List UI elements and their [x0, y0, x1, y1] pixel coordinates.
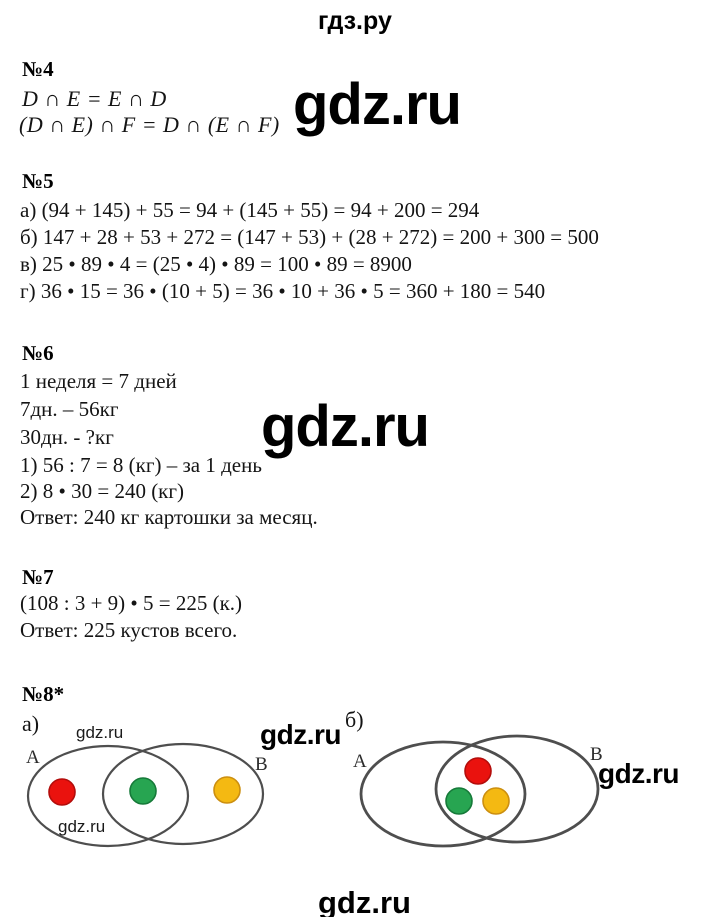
gdz-watermark-large-2: gdz.ru [261, 394, 430, 459]
gdz-watermark-medium-1: gdz.ru [260, 719, 342, 750]
problem-7-answer: Ответ: 225 кустов всего. [20, 618, 238, 642]
problem-8-variant-b-label: б) [345, 707, 364, 732]
problem-6-number: №6 [22, 341, 54, 365]
gdz-watermark-small-1: gdz.ru [76, 723, 124, 742]
problem-8-variant-a-label: а) [22, 711, 40, 736]
venn-a-green-dot [129, 777, 157, 805]
site-header-brand: гдз.ру [318, 7, 392, 35]
venn-b-green-dot [445, 787, 473, 815]
gdz-watermark-large-1: gdz.ru [293, 72, 462, 137]
venn-b-set-a-ellipse [359, 740, 527, 848]
venn-diagram-b [359, 734, 600, 848]
problem-6-line-3: 30дн. - ?кг [20, 425, 114, 449]
problem-5-line-b: б) 147 + 28 + 53 + 272 = (147 + 53) + (2… [20, 225, 599, 249]
problem-4-line-1: D ∩ E = E ∩ D [22, 86, 167, 111]
problem-6-line-1: 1 неделя = 7 дней [20, 369, 177, 393]
problem-6-line-2: 7дн. – 56кг [20, 397, 119, 421]
problem-5-line-v: в) 25 • 89 • 4 = (25 • 4) • 89 = 100 • 8… [20, 252, 412, 276]
venn-a-set-a-label: A [26, 747, 40, 768]
gdz-watermark-small-2: gdz.ru [58, 817, 106, 836]
venn-a-set-b-ellipse [101, 742, 265, 846]
problem-5-line-g: г) 36 • 15 = 36 • (10 + 5) = 36 • 10 + 3… [20, 279, 546, 303]
venn-b-set-b-label: B [590, 744, 603, 765]
problem-7-number: №7 [22, 565, 54, 589]
problem-5-line-a: а) (94 + 145) + 55 = 94 + (145 + 55) = 9… [20, 198, 480, 222]
venn-b-set-b-ellipse [434, 734, 600, 844]
problem-5-number: №5 [22, 169, 54, 193]
venn-a-set-a-ellipse [26, 744, 190, 848]
venn-a-yellow-dot [213, 776, 241, 804]
venn-b-yellow-dot [482, 787, 510, 815]
gdz-watermark-medium-2: gdz.ru [598, 758, 680, 789]
venn-diagram-a [26, 742, 265, 848]
problem-4-line-2: (D ∩ E) ∩ F = D ∩ (E ∩ F) [19, 112, 280, 137]
venn-b-set-a-label: A [353, 751, 367, 772]
problem-8-number: №8* [22, 682, 65, 706]
venn-b-red-dot [464, 757, 492, 785]
problem-4-number: №4 [22, 57, 54, 81]
problem-6-line-4: 1) 56 : 7 = 8 (кг) – за 1 день [20, 453, 262, 477]
problem-6-answer: Ответ: 240 кг картошки за месяц. [20, 505, 318, 529]
problem-6-line-5: 2) 8 • 30 = 240 (кг) [20, 479, 184, 503]
problem-7-line-1: (108 : 3 + 9) • 5 = 225 (к.) [20, 591, 243, 615]
venn-a-red-dot [48, 778, 76, 806]
venn-a-set-b-label: B [255, 754, 268, 775]
site-footer-brand: gdz.ru [318, 885, 411, 917]
